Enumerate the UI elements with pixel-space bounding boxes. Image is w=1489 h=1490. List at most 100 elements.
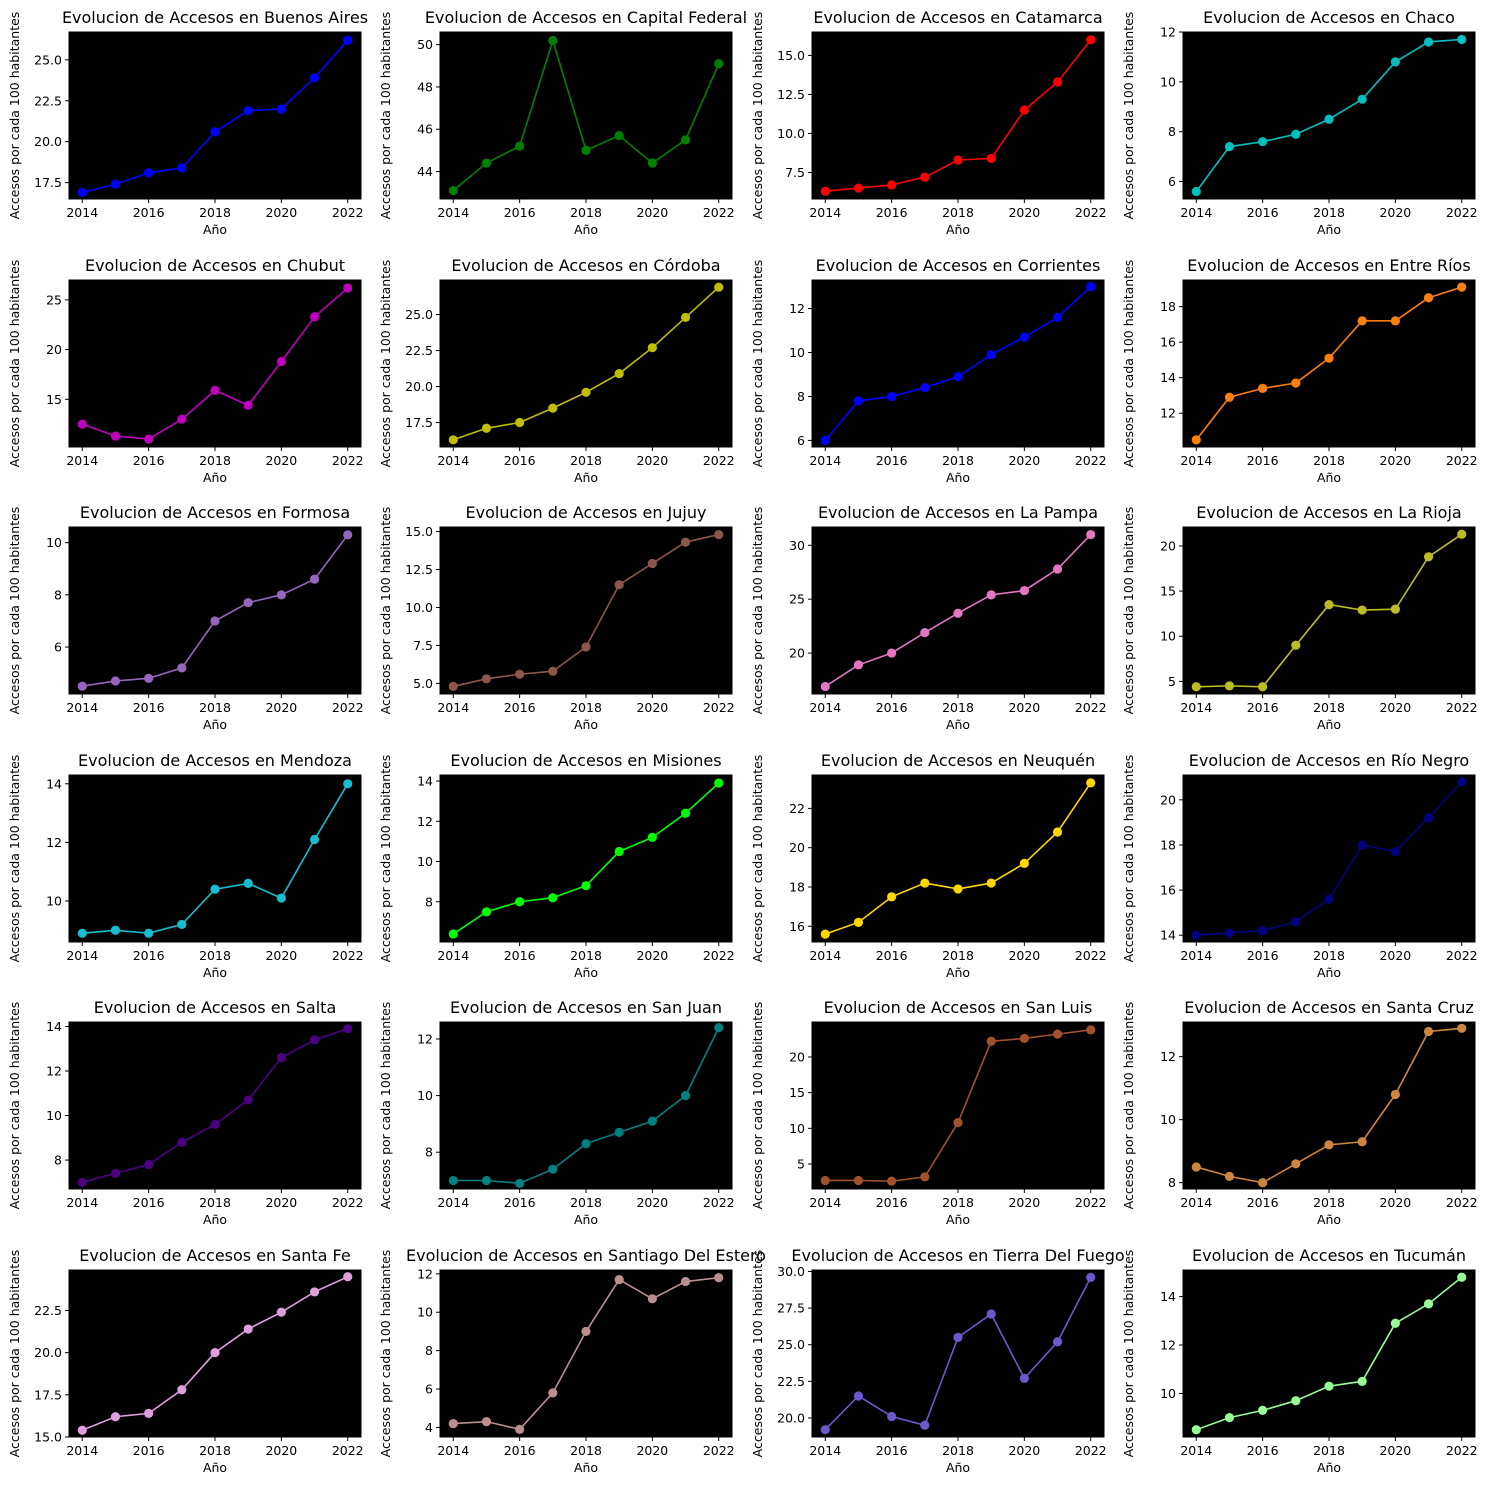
y-tick-label: 10 <box>46 535 62 550</box>
y-tick-label: 15.0 <box>777 48 805 63</box>
x-tick-label: 2022 <box>1446 948 1478 963</box>
x-tick-label: 2022 <box>1446 1443 1478 1458</box>
chart-title: Evolucion de Accesos en Tucumán <box>1192 1246 1466 1265</box>
y-tick-label: 12 <box>1160 25 1176 40</box>
y-tick-label: 14 <box>46 776 62 791</box>
data-point <box>309 73 320 83</box>
data-point <box>1390 1089 1400 1100</box>
data-point <box>853 660 864 670</box>
data-point <box>548 666 558 676</box>
data-point <box>581 387 591 397</box>
y-tick-label: 8 <box>425 1343 433 1358</box>
data-point <box>243 400 253 410</box>
y-tick-label: 17.5 <box>34 175 62 190</box>
data-point <box>309 574 320 584</box>
y-tick-label: 10 <box>789 345 805 360</box>
data-point <box>210 884 220 894</box>
data-point <box>953 608 963 618</box>
data-point <box>1258 383 1268 393</box>
data-point <box>1191 435 1201 445</box>
x-tick-label: 2018 <box>942 700 974 715</box>
x-tick-label: 2018 <box>1313 453 1345 468</box>
x-tick-label: 2018 <box>570 948 602 963</box>
data-point <box>1191 682 1201 692</box>
x-tick-label: 2018 <box>199 453 231 468</box>
x-axis-label: Año <box>946 717 970 732</box>
plot-background <box>440 1270 732 1437</box>
y-tick-label: 10 <box>46 1108 62 1123</box>
y-tick-label: 12.5 <box>777 87 805 102</box>
x-axis-label: Año <box>203 470 227 485</box>
x-tick-label: 2016 <box>133 205 165 220</box>
data-point <box>953 372 963 382</box>
y-axis-label: Accesos por cada 100 habitantes <box>1121 260 1136 468</box>
data-point <box>1291 917 1301 927</box>
y-axis-label: Accesos por cada 100 habitantes <box>378 1002 393 1210</box>
data-point <box>887 892 897 902</box>
data-point <box>853 1175 864 1186</box>
data-point <box>1291 1159 1301 1169</box>
chart-panel: Evolucion de Accesos en Corrientes 2014 20… <box>750 256 1107 485</box>
chart-title: Evolucion de Accesos en Capital Federal <box>425 8 747 27</box>
data-point <box>714 529 724 540</box>
data-point <box>548 403 558 413</box>
x-tick-label: 2018 <box>942 948 974 963</box>
data-point <box>1291 1396 1301 1406</box>
data-point <box>243 878 253 889</box>
x-tick-label: 2016 <box>504 1443 536 1458</box>
data-point <box>1357 605 1367 615</box>
y-tick-label: 8 <box>54 587 62 602</box>
data-point <box>581 145 591 155</box>
x-tick-label: 2022 <box>1075 453 1107 468</box>
chart-panel: Evolucion de Accesos en La Rioja 2014 2016… <box>1121 503 1478 732</box>
x-tick-label: 2018 <box>199 1195 231 1210</box>
y-tick-label: 10.0 <box>405 600 433 615</box>
data-point <box>680 537 691 547</box>
plot-background <box>69 775 361 942</box>
y-tick-label: 10 <box>1160 74 1176 89</box>
chart-panel: Evolucion de Accesos en San Juan 2014 2016… <box>378 998 735 1227</box>
x-tick-label: 2020 <box>636 1195 668 1210</box>
y-tick-label: 10 <box>1160 1112 1176 1127</box>
data-point <box>920 878 930 888</box>
data-point <box>1258 926 1268 936</box>
data-point <box>1191 930 1201 940</box>
data-point <box>1390 57 1400 67</box>
y-tick-label: 27.5 <box>777 1301 805 1316</box>
y-tick-label: 10 <box>417 854 433 869</box>
data-point <box>276 1053 286 1063</box>
x-tick-label: 2020 <box>265 205 297 220</box>
x-tick-label: 2020 <box>1379 205 1411 220</box>
plot-background <box>812 775 1104 942</box>
x-tick-label: 2018 <box>570 205 602 220</box>
data-point <box>481 423 492 433</box>
x-tick-label: 2022 <box>1075 700 1107 715</box>
x-tick-label: 2014 <box>1180 948 1212 963</box>
data-point <box>1423 813 1434 823</box>
data-point <box>77 681 87 691</box>
data-point <box>144 434 154 444</box>
x-tick-label: 2022 <box>1075 1443 1107 1458</box>
data-point <box>1019 105 1029 115</box>
y-axis-label: Accesos por cada 100 habitantes <box>378 260 393 468</box>
data-point <box>276 356 286 367</box>
chart-panel: Evolucion de Accesos en Tucumán 2014 2016 2… <box>1121 1246 1478 1475</box>
x-tick-label: 2014 <box>809 1443 841 1458</box>
y-axis-label: Accesos por cada 100 habitantes <box>750 507 765 715</box>
y-tick-label: 18 <box>789 879 805 894</box>
x-tick-label: 2022 <box>1446 453 1478 468</box>
x-tick-label: 2020 <box>636 205 668 220</box>
data-point <box>820 186 830 196</box>
data-point <box>680 1090 691 1101</box>
data-point <box>177 919 187 930</box>
chart-title: Evolucion de Accesos en Chaco <box>1203 8 1455 27</box>
data-point <box>177 663 187 673</box>
y-tick-label: 8 <box>425 1145 433 1160</box>
data-point <box>276 1307 286 1317</box>
data-point <box>1357 1137 1367 1147</box>
x-tick-label: 2016 <box>1247 1195 1279 1210</box>
x-tick-label: 2022 <box>1075 205 1107 220</box>
data-point <box>581 642 591 652</box>
x-tick-label: 2020 <box>1379 1443 1411 1458</box>
data-point <box>714 282 724 292</box>
